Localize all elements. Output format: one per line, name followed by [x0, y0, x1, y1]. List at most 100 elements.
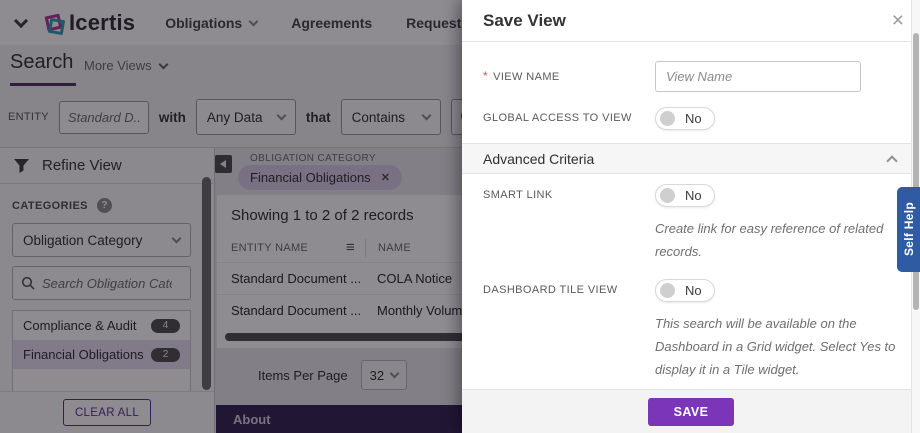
- toggle-value: No: [685, 111, 702, 126]
- count-badge: 4: [151, 318, 180, 333]
- modal-body: * VIEW NAME GLOBAL ACCESS TO VIEW No Adva…: [462, 61, 920, 429]
- entity-input[interactable]: [58, 100, 149, 134]
- required-marker: *: [483, 68, 489, 83]
- categories-row: CATEGORIES ?: [12, 198, 191, 213]
- that-label: that: [305, 109, 331, 125]
- nav-requests-label: Requests: [406, 14, 470, 31]
- smart-link-toggle[interactable]: No: [655, 184, 715, 207]
- clear-all-button[interactable]: CLEAR ALL: [63, 399, 151, 426]
- save-button[interactable]: SAVE: [648, 397, 734, 426]
- toggle-knob: [660, 188, 675, 203]
- view-name-label-text: VIEW NAME: [493, 70, 560, 83]
- filter-funnel-icon: [14, 158, 29, 173]
- modal-footer: SAVE: [462, 389, 920, 433]
- refine-view-header: Refine View: [0, 148, 214, 184]
- global-access-toggle[interactable]: No: [655, 107, 715, 130]
- items-per-page-label: Items Per Page: [258, 367, 348, 383]
- dashboard-tile-toggle[interactable]: No: [655, 279, 715, 302]
- modal-scrollbar-thumb[interactable]: [913, 33, 919, 310]
- search-icon: [21, 276, 35, 290]
- smart-link-row: SMART LINK No: [462, 184, 920, 207]
- panel-scrollbar-thumb[interactable]: [202, 177, 211, 390]
- cell-name: COLA Notice: [377, 271, 453, 286]
- more-views-label: More Views: [84, 58, 152, 73]
- collapse-panel-button[interactable]: [215, 155, 232, 173]
- advanced-criteria-label: Advanced Criteria: [483, 150, 595, 167]
- refine-view-panel: Refine View CATEGORIES ? Obligation Cate…: [0, 148, 215, 433]
- category-item-compliance-audit[interactable]: Compliance & Audit 4: [13, 311, 190, 340]
- view-name-row: * VIEW NAME: [462, 61, 920, 92]
- smart-link-help-text: Create link for easy reference of relate…: [655, 221, 884, 259]
- global-access-label: GLOBAL ACCESS TO VIEW: [483, 112, 632, 124]
- operator-value: Contains: [351, 109, 405, 125]
- help-icon[interactable]: ?: [96, 198, 112, 213]
- category-search-input[interactable]: [42, 275, 172, 291]
- category-item-label: Compliance & Audit: [23, 318, 137, 333]
- advanced-criteria-section-header[interactable]: Advanced Criteria: [462, 143, 911, 174]
- any-data-select[interactable]: Any Data: [195, 99, 296, 135]
- count-badge: 2: [151, 347, 180, 362]
- category-list: Compliance & Audit 4 Financial Obligatio…: [12, 310, 191, 400]
- chevron-up-icon: [886, 154, 898, 167]
- dashboard-tile-help-text: This search will be available on the Das…: [655, 316, 896, 377]
- nav-obligations[interactable]: Obligations: [165, 14, 259, 31]
- close-icon[interactable]: ×: [891, 8, 904, 32]
- tab-search[interactable]: Search: [10, 51, 77, 86]
- self-help-label: Self Help: [901, 202, 916, 257]
- global-access-row: GLOBAL ACCESS TO VIEW No: [462, 107, 920, 130]
- brand-logo[interactable]: Icertis: [44, 9, 136, 36]
- refine-view-body: CATEGORIES ? Obligation Category Complia…: [0, 184, 214, 400]
- nav-agreements[interactable]: Agreements: [291, 15, 372, 31]
- any-data-value: Any Data: [206, 109, 263, 125]
- entity-label: ENTITY: [8, 111, 49, 123]
- with-label: with: [158, 109, 186, 125]
- category-type-select[interactable]: Obligation Category: [12, 223, 191, 257]
- brand-name: Icertis: [69, 9, 136, 35]
- chip-close-icon[interactable]: ✕: [380, 172, 390, 184]
- toggle-knob: [660, 111, 675, 126]
- modal-title: Save View: [483, 10, 566, 30]
- cell-entity-name: Standard Document ...: [231, 303, 362, 318]
- smart-link-label: SMART LINK: [483, 189, 553, 201]
- more-views-dropdown[interactable]: More Views: [84, 58, 169, 73]
- filter-chip-label: Financial Obligations: [250, 170, 371, 185]
- self-help-tab[interactable]: Self Help: [897, 187, 920, 272]
- triangle-left-icon: [220, 160, 226, 168]
- category-type-value: Obligation Category: [23, 232, 143, 248]
- results-summary: Showing 1 to 2 of 2 records: [231, 207, 414, 224]
- table-row[interactable]: Standard Document ... COLA Notice: [217, 262, 617, 294]
- filter-group-label: OBLIGATION CATEGORY: [250, 153, 376, 164]
- save-view-modal: Save View × * VIEW NAME GLOBAL ACCESS TO …: [462, 0, 920, 433]
- category-item-label: Financial Obligations: [23, 347, 144, 362]
- horizontal-scrollbar-thumb[interactable]: [225, 333, 609, 341]
- column-header-entity-name[interactable]: ENTITY NAME ≡: [217, 239, 365, 256]
- dashboard-tile-label: DASHBOARD TILE VIEW: [483, 284, 618, 296]
- filter-chip-financial-obligations: Financial Obligations ✕: [238, 165, 402, 190]
- toggle-knob: [660, 283, 675, 298]
- items-per-page-row: Items Per Page 32: [258, 360, 407, 390]
- column-header-name[interactable]: NAME: [365, 239, 617, 257]
- table-header-row: ENTITY NAME ≡ NAME: [217, 234, 617, 262]
- refine-view-title: Refine View: [42, 157, 122, 174]
- column-menu-icon[interactable]: ≡: [345, 239, 355, 256]
- items-per-page-value: 32: [369, 367, 385, 383]
- operator-select[interactable]: Contains: [340, 99, 441, 135]
- cell-entity-name: Standard Document ...: [231, 271, 362, 286]
- toggle-value: No: [685, 283, 702, 298]
- category-searchbox: [12, 266, 191, 300]
- items-per-page-select[interactable]: 32: [360, 360, 407, 390]
- column-header-label: ENTITY NAME: [231, 242, 309, 254]
- modal-header: Save View ×: [462, 0, 920, 42]
- nav-agreements-label: Agreements: [291, 14, 373, 31]
- about-link[interactable]: About: [233, 411, 271, 427]
- view-name-input[interactable]: [655, 61, 861, 92]
- category-item-financial-obligations[interactable]: Financial Obligations 2: [13, 340, 190, 369]
- categories-label: CATEGORIES: [12, 199, 88, 212]
- refine-view-footer: CLEAR ALL: [0, 391, 214, 433]
- nav-obligations-label: Obligations: [165, 14, 243, 31]
- nav-requests[interactable]: Requests: [406, 15, 469, 31]
- toggle-value: No: [685, 188, 702, 203]
- view-name-label: * VIEW NAME: [483, 66, 655, 88]
- dashboard-tile-row: DASHBOARD TILE VIEW No: [462, 279, 920, 302]
